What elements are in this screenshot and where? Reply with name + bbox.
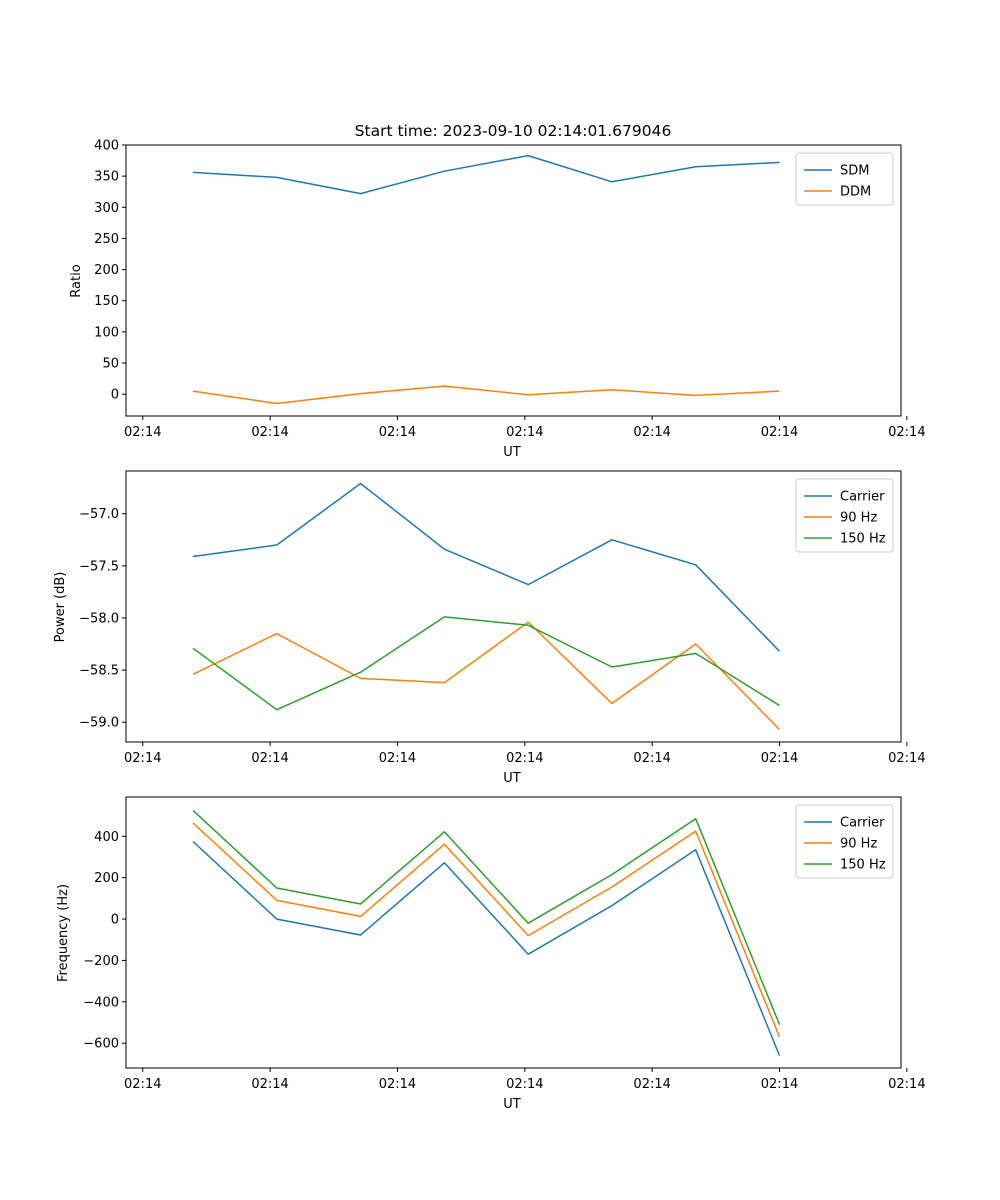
y-tick-label: 100 [94,325,119,340]
x-tick-label: 02:14 [124,425,161,440]
y-tick-label: 200 [94,871,119,886]
legend-box [795,804,894,879]
y-tick-label: 0 [111,913,119,928]
legend-label: 150 Hz [840,858,886,873]
x-tick-label: 02:14 [633,1077,670,1092]
x-tick-label: 02:14 [379,425,416,440]
y-tick-label: 150 [94,294,119,309]
y-tick-label: 400 [94,830,119,845]
series-line-150-hz [192,809,781,1025]
y-axis-label: Frequency (Hz) [56,884,71,982]
legend-label: DDM [840,185,871,200]
x-tick-label: 02:14 [251,1077,288,1092]
y-tick-label: 200 [94,263,119,278]
y-tick-label: −59.0 [79,716,119,731]
x-tick-label: 02:14 [251,425,288,440]
legend-box [795,152,894,206]
x-tick-label: 02:14 [379,1077,416,1092]
y-axis-label: Power (dB) [53,572,68,643]
legend-label: 90 Hz [840,837,877,852]
legend-label: SDM [840,164,869,179]
x-axis-label: UT [503,445,521,460]
x-tick-label: 02:14 [506,425,543,440]
series-line-ddm [192,385,780,405]
x-tick-label: 02:14 [761,425,798,440]
x-tick-label: 02:14 [124,1077,161,1092]
y-tick-label: 50 [102,357,119,372]
legend-label: 90 Hz [840,511,877,526]
x-axis-label: UT [503,1097,521,1112]
y-tick-label: 300 [94,201,119,216]
x-tick-label: 02:14 [124,751,161,766]
plot-frame [125,144,902,417]
x-tick-label: 02:14 [506,751,543,766]
y-tick-label: 250 [94,232,119,247]
x-tick-label: 02:14 [251,751,288,766]
power-panel: 02:14 02:14 02:14 02:14 02:14 02:14 02:14 −57.0… [53,470,926,786]
frequency-panel: 02:14 02:14 02:14 02:14 02:14 02:14 02:14 400 20… [56,796,926,1112]
y-tick-label: −57.0 [79,507,119,522]
x-tick-label: 02:14 [761,751,798,766]
legend-box [795,478,894,553]
x-tick-label: 02:14 [633,751,670,766]
series-line-90-hz [192,822,781,1038]
plot-frame [125,470,902,743]
x-tick-label: 02:14 [633,425,670,440]
x-tick-label: 02:14 [506,1077,543,1092]
plot-frame [125,796,902,1069]
y-tick-label: 0 [111,388,119,403]
x-tick-label: 02:14 [888,425,925,440]
legend-label: 150 Hz [840,532,886,547]
series-line-carrier [192,482,781,652]
legend-label: Carrier [840,816,885,831]
y-tick-label: −58.0 [79,611,119,626]
y-tick-label: −58.5 [79,664,119,679]
series-line-sdm [192,154,780,195]
series-line-150-hz [192,616,780,711]
y-axis-label: Ratio [69,264,84,297]
x-tick-label: 02:14 [888,1077,925,1092]
y-tick-label: −400 [83,995,119,1010]
y-tick-label: −200 [83,954,119,969]
x-axis-label: UT [503,771,521,786]
y-tick-label: 400 [94,139,119,154]
x-tick-label: 02:14 [888,751,925,766]
y-tick-label: −600 [83,1037,119,1052]
chart-title: Start time: 2023-09-10 02:14:01.679046 [355,122,672,140]
x-tick-label: 02:14 [761,1077,798,1092]
ratio-panel: Start time: 2023-09-10 02:14:01.679046 0… [69,122,926,460]
series-line-90-hz [192,621,781,731]
legend-label: Carrier [840,490,885,505]
series-line-carrier [192,840,781,1056]
y-tick-label: −57.5 [79,559,119,574]
y-tick-label: 350 [94,170,119,185]
x-tick-label: 02:14 [379,751,416,766]
